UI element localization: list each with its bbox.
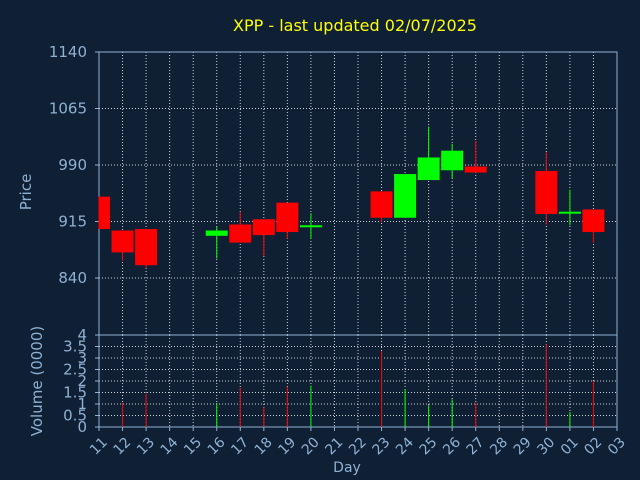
day-tick-label: 23: [370, 434, 394, 458]
day-tick-label: 27: [464, 434, 488, 458]
day-tick-label: 15: [181, 434, 205, 458]
candle: [299, 213, 322, 239]
volume-tick-label: 4: [77, 326, 87, 344]
volume-axis-label: Volume (0000): [28, 326, 46, 436]
day-tick-label: 17: [228, 434, 252, 458]
candle: [394, 174, 417, 218]
chart-title: XPP - last updated 02/07/2025: [233, 16, 477, 35]
candle: [582, 209, 605, 243]
day-tick-label: 14: [158, 434, 182, 458]
day-tick-label: 02: [581, 434, 605, 458]
candle-body: [252, 219, 275, 236]
candle-body: [299, 225, 322, 228]
day-tick-labels: 11 12 13 14 15 16 17 18 19 20 21 22 23 24 25 26 27 28 29 30…: [87, 427, 629, 458]
price-tick-label: 915: [58, 213, 87, 231]
candle-body: [464, 166, 487, 173]
candle: [98, 196, 110, 230]
day-tick-label: 16: [205, 434, 229, 458]
volume-tick-label: 0: [77, 418, 87, 436]
candle-body: [111, 230, 134, 253]
day-tick-label: 25: [417, 434, 441, 458]
candle: [464, 140, 487, 173]
day-tick-label: 11: [87, 434, 111, 458]
candle: [252, 219, 275, 257]
candle-body: [276, 202, 299, 233]
price-panel: 840 915 990 1065 1140: [49, 43, 618, 336]
candle-body: [135, 229, 158, 266]
day-tick-label: 03: [605, 434, 629, 458]
day-tick-label: 29: [511, 434, 535, 458]
volume-tick-label: 0.5: [63, 407, 87, 425]
volume-tick-label: 1: [77, 395, 87, 413]
day-tick-label: 30: [534, 434, 558, 458]
day-tick-label: 18: [252, 434, 276, 458]
volume-tick-label: 3: [77, 349, 87, 367]
candle: [558, 189, 581, 226]
candle-body: [558, 211, 581, 214]
candle-body: [229, 224, 252, 243]
candle: [229, 211, 252, 243]
day-tick-label: 19: [275, 434, 299, 458]
candle-body: [535, 171, 558, 214]
volume-tick-label: 2: [77, 372, 87, 390]
candle: [276, 202, 299, 239]
day-tick-label: 26: [440, 434, 464, 458]
candle: [370, 191, 393, 223]
price-tick-label: 990: [58, 156, 87, 174]
price-tick-label: 1065: [49, 100, 87, 118]
candle: [535, 152, 558, 225]
day-axis-label: Day: [333, 460, 361, 476]
candle-body: [394, 174, 417, 218]
price-tick-label: 840: [58, 269, 87, 287]
candle-body: [99, 196, 110, 230]
candle: [417, 126, 440, 181]
day-tick-label: 28: [487, 434, 511, 458]
candle-body: [417, 157, 440, 181]
candle: [205, 226, 228, 259]
volume-tick-label: 3.5: [63, 338, 87, 356]
volume-panel: 00.511.522.533.54: [63, 326, 618, 436]
day-tick-label: 20: [299, 434, 323, 458]
candle-body: [370, 191, 393, 218]
price-tick-label: 1140: [49, 43, 87, 61]
price-axis-label: Price: [17, 174, 35, 211]
candle: [441, 143, 464, 179]
volume-tick-label: 1.5: [63, 384, 87, 402]
volume-tick-label: 2.5: [63, 361, 87, 379]
candle: [111, 230, 134, 261]
day-tick-label: 01: [558, 434, 582, 458]
day-tick-label: 21: [322, 434, 346, 458]
day-tick-label: 24: [393, 434, 417, 458]
candle-body: [441, 150, 464, 171]
candle: [135, 229, 158, 269]
day-tick-label: 13: [134, 434, 158, 458]
day-tick-label: 22: [346, 434, 370, 458]
day-tick-label: 12: [111, 434, 135, 458]
candle-body: [582, 209, 605, 233]
candle-body: [205, 230, 228, 236]
